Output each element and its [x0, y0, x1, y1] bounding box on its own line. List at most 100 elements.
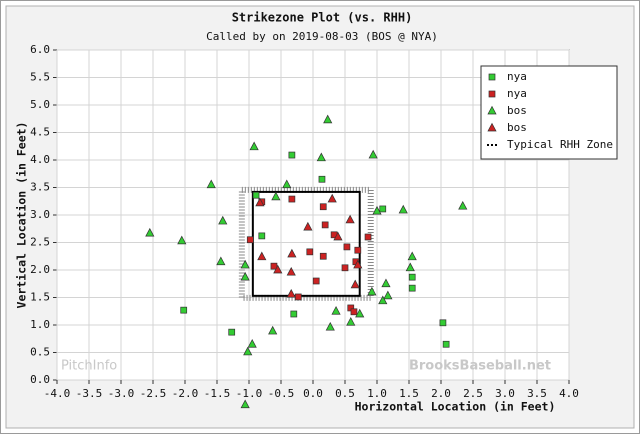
- y-tick-label: 1.5: [30, 291, 50, 304]
- point: [255, 197, 265, 207]
- point: [257, 251, 267, 261]
- point: [286, 288, 296, 298]
- x-tick-label: -2.5: [140, 387, 167, 400]
- point: [408, 284, 416, 292]
- point: [353, 259, 363, 269]
- y-tick-label: 4.5: [30, 126, 50, 139]
- x-tick-label: -4.0: [44, 387, 71, 400]
- point: [294, 293, 302, 301]
- point: [439, 319, 447, 327]
- x-tick-label: 0.5: [335, 387, 355, 400]
- legend-swatch: [487, 122, 497, 132]
- point: [240, 259, 250, 269]
- point: [258, 232, 266, 240]
- point: [290, 310, 298, 318]
- chart-title: Strikezone Plot (vs. RHH): [232, 11, 413, 25]
- point: [343, 243, 351, 251]
- chart-subtitle: Called by on 2019-08-03 (BOS @ NYA): [206, 30, 438, 43]
- x-tick-label: -0.5: [268, 387, 295, 400]
- y-tick-label: 0.0: [30, 373, 50, 386]
- legend-label: nya: [507, 87, 527, 100]
- point: [312, 277, 320, 285]
- point: [323, 114, 333, 124]
- x-tick-label: -2.0: [172, 387, 199, 400]
- legend-swatch: [488, 90, 496, 98]
- point: [368, 149, 378, 159]
- x-tick-label: 2.5: [463, 387, 483, 400]
- point: [341, 264, 349, 272]
- x-tick-label: -3.5: [76, 387, 103, 400]
- x-tick-label: 1.0: [367, 387, 387, 400]
- point: [321, 221, 329, 229]
- x-tick-label: -1.5: [204, 387, 231, 400]
- point: [318, 175, 326, 183]
- point: [407, 251, 417, 261]
- point: [379, 205, 387, 213]
- point: [216, 256, 226, 266]
- point: [246, 236, 254, 244]
- point: [180, 306, 188, 314]
- point: [252, 191, 260, 199]
- y-tick-label: 1.0: [30, 318, 50, 331]
- point: [249, 141, 259, 151]
- y-tick-label: 4.0: [30, 153, 50, 166]
- point: [408, 273, 416, 281]
- point: [331, 306, 341, 315]
- point: [218, 215, 228, 225]
- y-tick-label: 3.5: [30, 181, 50, 194]
- y-tick-label: 2.5: [30, 236, 50, 249]
- point: [442, 340, 450, 348]
- y-tick-label: 3.0: [30, 208, 50, 221]
- point: [327, 193, 337, 203]
- x-axis-label: Horizontal Location (in Feet): [355, 400, 556, 414]
- point: [271, 191, 281, 201]
- point: [273, 264, 283, 274]
- point: [177, 235, 187, 245]
- point: [247, 339, 257, 348]
- watermark: BrooksBaseball.net: [409, 359, 551, 374]
- x-tick-label: -3.0: [108, 387, 135, 400]
- point: [287, 248, 297, 258]
- legend-swatch: [487, 105, 497, 115]
- point: [383, 290, 393, 300]
- point: [206, 179, 216, 189]
- point: [282, 179, 292, 189]
- y-tick-label: 6.0: [30, 43, 50, 56]
- point: [288, 151, 296, 159]
- x-tick-label: 3.5: [527, 387, 547, 400]
- x-tick-label: -1.0: [236, 387, 263, 400]
- point: [405, 262, 415, 272]
- point: [303, 221, 313, 231]
- point: [364, 233, 372, 241]
- point: [350, 308, 358, 316]
- y-tick-label: 5.0: [30, 98, 50, 111]
- point: [243, 346, 253, 356]
- point: [398, 204, 408, 214]
- point: [286, 266, 296, 276]
- point: [355, 308, 365, 318]
- point: [350, 279, 360, 289]
- point: [240, 271, 250, 281]
- point: [145, 227, 155, 237]
- legend-label: bos: [507, 121, 527, 134]
- point: [345, 214, 355, 224]
- x-tick-label: 0.0: [303, 387, 323, 400]
- point: [346, 317, 356, 326]
- point: [381, 278, 391, 288]
- point: [228, 328, 236, 336]
- point: [372, 205, 382, 215]
- x-tick-label: 3.0: [495, 387, 515, 400]
- y-tick-label: 2.0: [30, 263, 50, 276]
- point: [458, 200, 468, 210]
- y-tick-label: 0.5: [30, 346, 50, 359]
- point: [333, 231, 343, 241]
- point: [367, 286, 377, 296]
- legend-label: nya: [507, 70, 527, 83]
- legend-label: Typical RHH Zone: [507, 138, 613, 151]
- point: [240, 399, 250, 409]
- point: [270, 262, 278, 270]
- watermark: PitchInfo: [61, 359, 117, 374]
- x-tick-label: 2.0: [431, 387, 451, 400]
- point: [319, 252, 327, 260]
